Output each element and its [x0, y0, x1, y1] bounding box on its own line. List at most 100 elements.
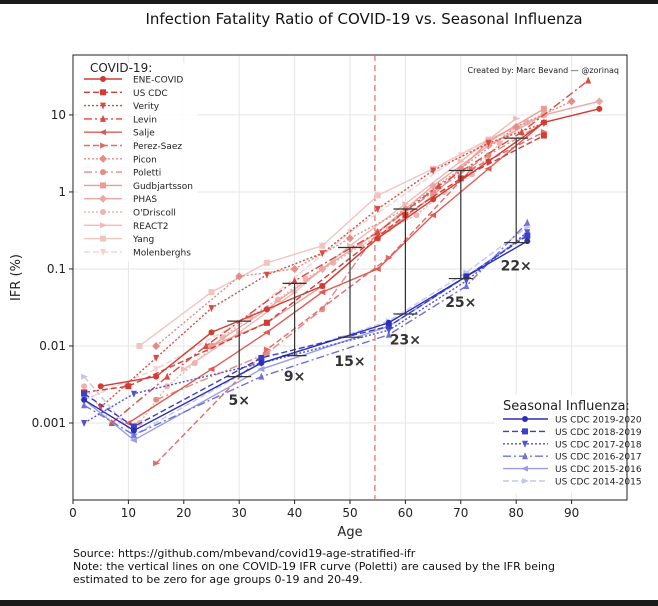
legend-label: Verity — [133, 102, 160, 112]
series-line — [83, 233, 528, 441]
data-point — [430, 188, 437, 195]
data-point — [180, 366, 188, 373]
ratio-range-bar — [448, 169, 473, 280]
legend-marker — [100, 142, 107, 149]
data-point — [202, 341, 209, 349]
data-point — [463, 277, 470, 285]
data-point — [81, 373, 89, 380]
x-tick-label: 40 — [287, 506, 302, 520]
legend-label: Perez-Saez — [133, 142, 182, 152]
covid-legend-bg — [79, 63, 197, 261]
y-axis-label: IFR (%) — [9, 254, 24, 301]
covid-legend: COVID-19:ENE-COVID US CDC Verity Levin Salje… — [79, 61, 197, 261]
data-point — [290, 264, 299, 273]
data-point — [374, 206, 381, 214]
ratio-range-bar — [338, 246, 362, 338]
data-point — [374, 235, 381, 242]
data-point — [153, 366, 160, 374]
legend-marker — [100, 182, 106, 189]
data-point — [374, 228, 381, 236]
legend-label: US CDC 2015-2016 — [555, 465, 642, 475]
data-point — [164, 372, 171, 380]
data-point — [524, 238, 531, 245]
data-point — [153, 354, 160, 362]
data-point — [263, 319, 270, 326]
y-tick-label: 1 — [58, 185, 66, 199]
series-line — [83, 235, 528, 428]
data-point — [208, 329, 215, 336]
data-point — [258, 354, 265, 361]
x-tick-label: 60 — [398, 506, 413, 520]
data-point — [318, 264, 327, 273]
data-point — [81, 401, 88, 409]
note-line-2: estimated to be zero for age groups 0-19… — [73, 573, 363, 586]
legend-label: US CDC 2014-2015 — [555, 478, 642, 488]
data-point — [457, 158, 465, 165]
legend-marker — [100, 248, 106, 256]
ratio-label: 9× — [284, 369, 305, 385]
legend-marker — [100, 76, 106, 82]
data-point — [430, 167, 437, 175]
legend-marker — [100, 89, 106, 96]
data-point — [567, 97, 576, 106]
ratio-range-bar — [282, 282, 307, 357]
series-line — [83, 231, 528, 424]
note-line-1: Note: the vertical lines on one COVID-19… — [73, 560, 556, 573]
legend-marker — [100, 222, 107, 229]
legend-label: Picon — [133, 155, 157, 165]
x-tick-label: 80 — [509, 506, 524, 520]
data-point — [484, 165, 492, 172]
legend-label: US CDC — [133, 89, 168, 99]
ratio-range-bar — [504, 137, 529, 244]
legend-label: O'Driscoll — [133, 209, 176, 219]
x-tick-label: 0 — [69, 506, 77, 520]
legend-label: PHAS — [133, 195, 157, 205]
data-point — [496, 140, 503, 147]
legend-label: Poletti — [133, 169, 161, 179]
series-line — [83, 222, 528, 436]
data-point — [319, 250, 326, 258]
legend-marker — [522, 452, 528, 460]
data-point — [524, 232, 531, 239]
ratio-range-bar — [393, 208, 418, 315]
data-point — [463, 273, 470, 280]
data-point — [291, 276, 298, 284]
data-point — [257, 366, 265, 373]
data-point — [319, 283, 326, 290]
credit-text: Created by: Marc Bevand — @zorinaq — [468, 66, 619, 75]
data-point — [153, 396, 160, 403]
x-tick-label: 20 — [176, 506, 191, 520]
data-point — [263, 259, 270, 266]
y-tick-label: 0.01 — [39, 339, 66, 353]
data-point — [540, 132, 547, 139]
legend-marker — [522, 428, 528, 435]
x-tick-label: 70 — [453, 506, 468, 520]
legend-label: Gudbjartsson — [133, 182, 193, 192]
data-point — [596, 105, 603, 112]
data-point — [413, 212, 420, 219]
legend-marker — [100, 102, 106, 110]
data-point — [347, 229, 353, 237]
legend-label: US CDC 2019-2020 — [555, 416, 642, 426]
data-point — [191, 360, 198, 367]
data-point — [429, 212, 437, 219]
data-point — [524, 218, 531, 226]
data-point — [319, 306, 326, 313]
legend-label: Molenberghs — [133, 248, 191, 258]
legend-marker — [522, 416, 528, 422]
data-point — [485, 140, 492, 148]
legend-label: REACT2 — [133, 222, 168, 232]
data-point — [81, 396, 88, 403]
data-point — [207, 366, 215, 373]
data-point — [263, 306, 270, 313]
data-point — [346, 234, 354, 243]
data-point — [258, 360, 265, 367]
legend-marker — [100, 235, 106, 242]
series-levin — [108, 76, 592, 426]
data-point — [263, 271, 270, 279]
flu-legend-title: Seasonal Influenza: — [503, 399, 630, 414]
data-point — [430, 196, 437, 203]
series-line — [83, 240, 528, 432]
bottom-border — [0, 600, 658, 606]
